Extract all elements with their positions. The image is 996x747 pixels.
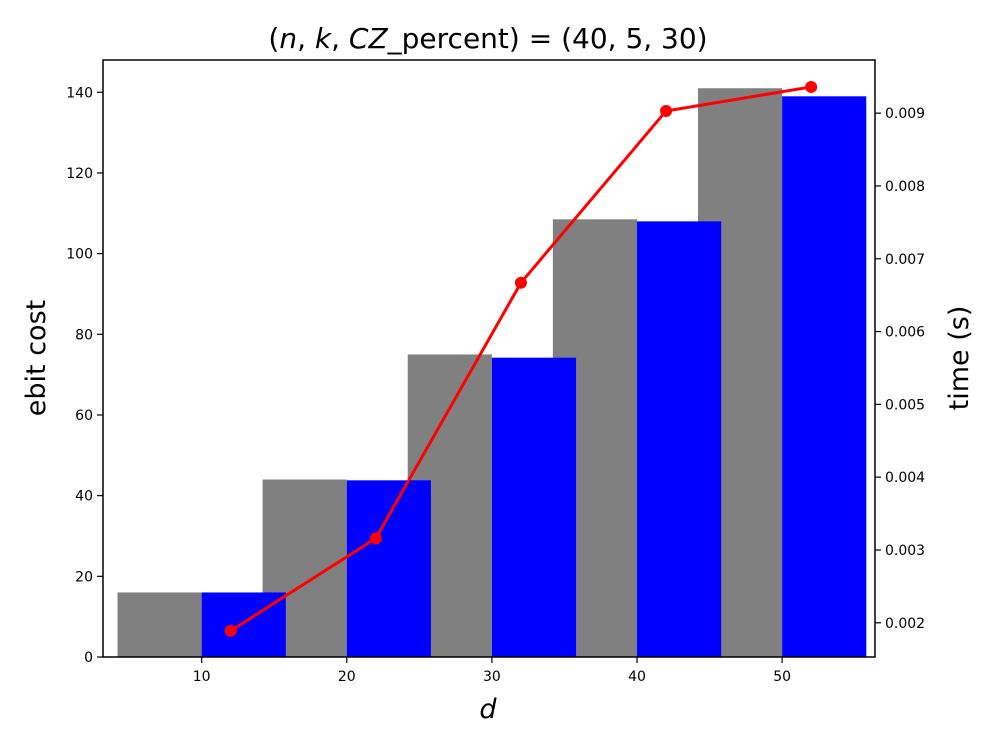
- y2-tick-label: 0.006: [885, 325, 925, 341]
- plot-frame: [102, 59, 876, 658]
- y2-axis-label: time (s): [944, 306, 975, 411]
- bar-gray-10: [117, 592, 202, 657]
- y-tick-label: 80: [75, 327, 93, 343]
- y-tick-label: 0: [84, 650, 93, 666]
- x-tick-label: 40: [628, 669, 646, 685]
- y-tick-label: 140: [66, 85, 93, 101]
- left-axis-ticks: 0 20 40 60 80 100 120 140: [66, 85, 103, 666]
- line-layer: [224, 80, 818, 637]
- time-point-10: [224, 624, 237, 637]
- time-point-40: [660, 104, 673, 117]
- y-tick-label: 40: [75, 489, 93, 505]
- y2-tick-label: 0.009: [885, 106, 925, 122]
- x-tick-label: 10: [193, 669, 211, 685]
- y-tick-label: 60: [75, 408, 93, 424]
- y2-tick-label: 0.008: [885, 179, 925, 195]
- bar-blue-30: [491, 357, 577, 657]
- bar-blue-50: [782, 96, 867, 657]
- chart-title: (n, k, CZ_percent) = (40, 5, 30): [268, 22, 707, 55]
- time-point-20: [369, 532, 382, 545]
- y-tick-label: 120: [66, 166, 93, 182]
- time-point-30: [514, 276, 527, 289]
- x-tick-label: 20: [338, 669, 356, 685]
- y-tick-label: 100: [66, 247, 93, 263]
- y2-tick-label: 0.004: [885, 470, 925, 486]
- x-axis-ticks: 10 20 30 40 50: [193, 657, 791, 685]
- y2-tick-label: 0.005: [885, 397, 925, 413]
- right-axis-ticks: 0.002 0.003 0.004 0.005 0.006 0.007 0.008 0.009: [875, 106, 925, 632]
- x-tick-label: 30: [483, 669, 501, 685]
- bars-layer: [117, 88, 867, 657]
- bar-blue-20: [346, 480, 431, 657]
- y2-tick-label: 0.002: [885, 616, 925, 632]
- time-point-50: [805, 80, 818, 93]
- y2-tick-label: 0.007: [885, 252, 925, 268]
- y-tick-label: 20: [75, 569, 93, 585]
- bar-blue-40: [637, 221, 722, 657]
- x-tick-label: 50: [773, 669, 791, 685]
- y2-tick-label: 0.003: [885, 543, 925, 559]
- x-axis-label: d: [479, 694, 497, 725]
- y-axis-label: ebit cost: [21, 300, 52, 416]
